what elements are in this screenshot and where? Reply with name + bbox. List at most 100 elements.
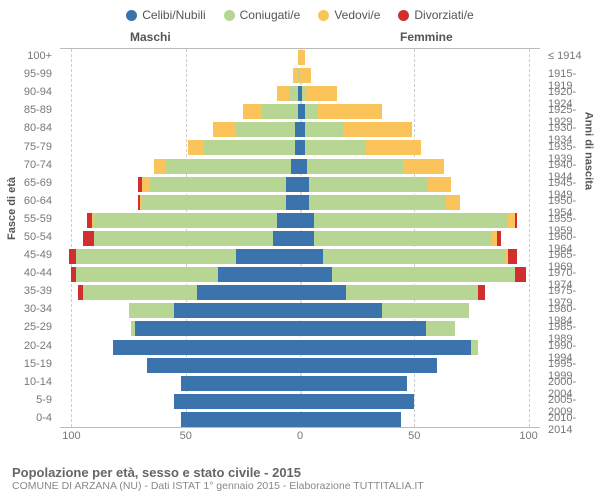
bar-segment — [314, 231, 492, 246]
female-bar — [300, 195, 460, 210]
bar-segment — [243, 104, 261, 119]
x-tick-label: 100 — [519, 430, 537, 442]
bar-segment — [135, 321, 300, 336]
bar-segment — [366, 140, 421, 155]
age-row — [60, 375, 540, 393]
female-bar — [300, 104, 382, 119]
bar-segment — [309, 177, 428, 192]
bar-segment — [218, 267, 300, 282]
male-bar — [138, 177, 300, 192]
chart-footer: Popolazione per età, sesso e stato civil… — [12, 465, 424, 492]
bar-segment — [83, 285, 197, 300]
bar-segment — [204, 140, 295, 155]
age-row — [60, 411, 540, 429]
age-label: 60-64 — [0, 195, 55, 207]
bar-segment — [343, 122, 412, 137]
age-label: 30-34 — [0, 303, 55, 315]
birth-year-label: ≤ 1914 — [545, 50, 600, 62]
age-row — [60, 49, 540, 67]
female-bar — [300, 412, 401, 427]
bar-segment — [76, 249, 236, 264]
age-label: 75-79 — [0, 141, 55, 153]
male-bar — [243, 104, 300, 119]
bar-segment — [236, 249, 300, 264]
legend-item: Divorziati/e — [398, 8, 473, 22]
female-bar — [300, 394, 414, 409]
bar-segment — [300, 412, 401, 427]
bar-segment — [300, 177, 309, 192]
age-row — [60, 158, 540, 176]
legend-item: Celibi/Nubili — [126, 8, 205, 22]
male-bar — [131, 321, 300, 336]
bar-segment — [113, 340, 300, 355]
bar-segment — [94, 213, 277, 228]
bar-segment — [300, 340, 471, 355]
bar-segment — [471, 340, 478, 355]
age-label: 70-74 — [0, 159, 55, 171]
bar-segment — [305, 122, 344, 137]
header-male: Maschi — [130, 30, 171, 44]
bar-segment — [318, 104, 382, 119]
bar-segment — [446, 195, 460, 210]
header-female: Femmine — [400, 30, 453, 44]
age-label: 10-14 — [0, 376, 55, 388]
bar-segment — [142, 177, 149, 192]
bar-segment — [346, 285, 479, 300]
age-row — [60, 302, 540, 320]
bar-segment — [305, 86, 337, 101]
legend-dot — [318, 10, 329, 21]
bar-segment — [428, 177, 451, 192]
legend-label: Divorziati/e — [414, 8, 473, 22]
legend-dot — [126, 10, 137, 21]
age-label: 80-84 — [0, 122, 55, 134]
male-bar — [293, 68, 300, 83]
age-label: 45-49 — [0, 249, 55, 261]
bar-segment — [426, 321, 456, 336]
female-bar — [300, 267, 526, 282]
male-bar — [71, 267, 300, 282]
age-label: 90-94 — [0, 86, 55, 98]
bar-segment — [300, 159, 307, 174]
bar-segment — [83, 231, 94, 246]
legend-label: Vedovi/e — [334, 8, 380, 22]
age-row — [60, 212, 540, 230]
bar-segment — [309, 195, 446, 210]
bar-segment — [508, 213, 515, 228]
female-bar — [300, 122, 412, 137]
bar-segment — [305, 104, 319, 119]
footer-title: Popolazione per età, sesso e stato civil… — [12, 465, 424, 480]
age-label: 55-59 — [0, 213, 55, 225]
bar-segment — [174, 303, 300, 318]
age-label: 25-29 — [0, 321, 55, 333]
age-row — [60, 320, 540, 338]
bar-segment — [307, 159, 403, 174]
bar-segment — [300, 303, 382, 318]
bar-segment — [497, 231, 502, 246]
population-pyramid-chart: Celibi/NubiliConiugati/eVedovi/eDivorzia… — [0, 0, 600, 500]
age-label: 15-19 — [0, 358, 55, 370]
bar-segment — [213, 122, 236, 137]
age-label: 0-4 — [0, 412, 55, 424]
bar-segment — [261, 104, 298, 119]
age-row — [60, 357, 540, 375]
bar-segment — [508, 249, 517, 264]
bar-segment — [291, 159, 300, 174]
bar-segment — [273, 231, 300, 246]
age-row — [60, 194, 540, 212]
bar-segment — [69, 249, 76, 264]
bar-segment — [286, 195, 300, 210]
age-row — [60, 67, 540, 85]
female-bar — [300, 140, 421, 155]
age-row — [60, 393, 540, 411]
female-bar — [300, 376, 407, 391]
male-bar — [78, 285, 300, 300]
age-label: 65-69 — [0, 177, 55, 189]
legend-label: Celibi/Nubili — [142, 8, 205, 22]
age-row — [60, 103, 540, 121]
female-bar — [300, 340, 478, 355]
age-row — [60, 230, 540, 248]
age-label: 50-54 — [0, 231, 55, 243]
age-row — [60, 339, 540, 357]
bar-segment — [236, 122, 295, 137]
bar-segment — [403, 159, 444, 174]
